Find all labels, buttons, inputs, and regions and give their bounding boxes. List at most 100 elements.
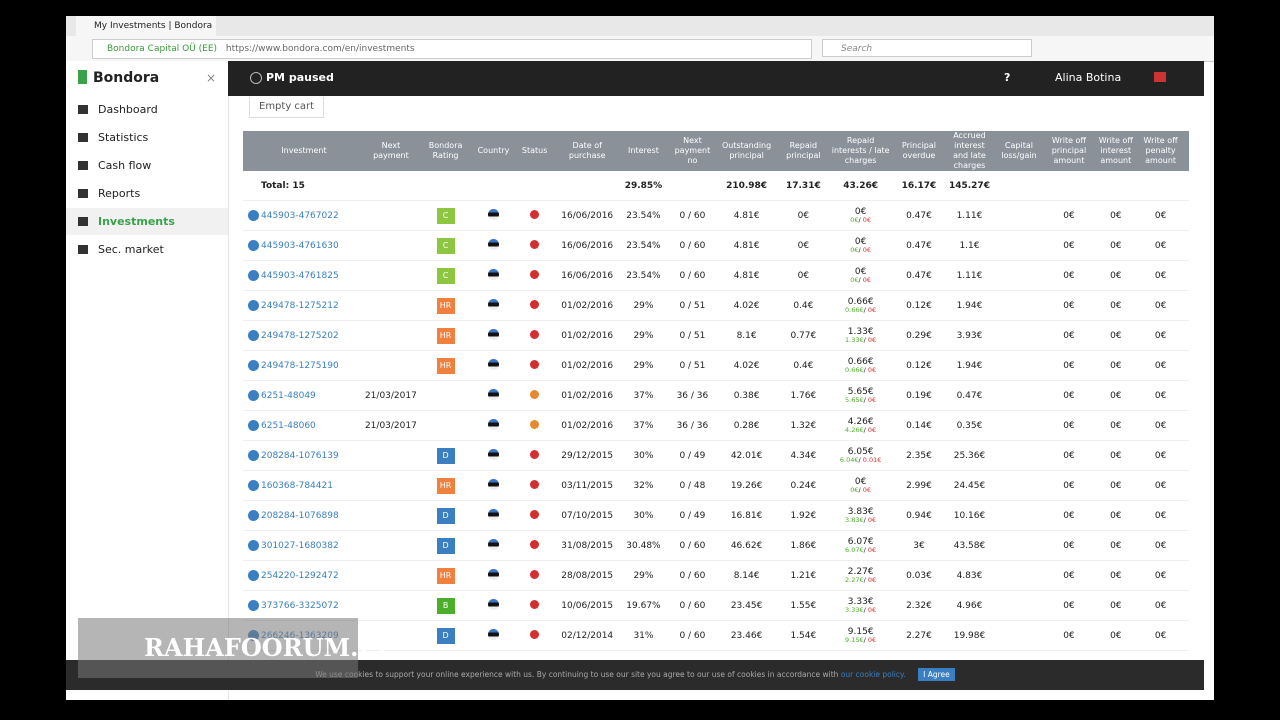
- column-header[interactable]: Discount: [1182, 131, 1189, 171]
- expand-icon[interactable]: [248, 390, 259, 401]
- pm-status[interactable]: PM paused: [266, 71, 334, 84]
- cell-value: 0 / 51: [679, 330, 706, 341]
- sub-values: 9.15€/ 0€: [829, 637, 891, 644]
- expand-icon[interactable]: [248, 570, 259, 581]
- nav-label: Reports: [98, 187, 141, 200]
- loan-link[interactable]: 254220-1292472: [261, 570, 339, 581]
- column-header[interactable]: Interest: [617, 131, 669, 171]
- overdue-cell: 3€: [891, 530, 947, 561]
- expand-icon[interactable]: [248, 330, 259, 341]
- column-header[interactable]: Next payment: [364, 131, 417, 171]
- cell-value: 0 / 51: [679, 360, 706, 371]
- agree-button[interactable]: I Agree: [918, 668, 955, 681]
- capital-cell: [992, 320, 1045, 351]
- loan-link[interactable]: 445903-4761825: [261, 270, 339, 281]
- investment-row: 249478-1275202 HR 01/02/2016 29% 0 / 51 8.1€ 0…: [243, 320, 1189, 351]
- user-menu[interactable]: Alina Botina: [1055, 71, 1122, 84]
- expand-icon[interactable]: [248, 420, 259, 431]
- url-box[interactable]: Bondora Capital OÜ (EE) https://www.bond…: [92, 39, 812, 59]
- repaid-principal-cell: 4.34€: [777, 440, 830, 471]
- help[interactable]: ?: [1004, 71, 1011, 84]
- sub-values: 0€/ 0€: [829, 247, 891, 254]
- column-header[interactable]: Status: [512, 131, 557, 171]
- nav-item[interactable]: Statistics: [66, 124, 228, 151]
- rating-badge: D: [436, 627, 455, 644]
- column-header[interactable]: Investment: [243, 131, 365, 171]
- column-header[interactable]: Repaid principal: [777, 131, 830, 171]
- cell-value: 0.66€: [847, 297, 874, 307]
- loan-link[interactable]: 6251-48060: [261, 420, 316, 431]
- logo[interactable]: Bondora: [78, 70, 159, 86]
- column-header[interactable]: Date of purchase: [556, 131, 618, 171]
- column-header[interactable]: Accrued interest and late charges: [946, 131, 993, 171]
- nav-item[interactable]: Sec. market: [66, 236, 228, 263]
- cell-value: 0.12€: [906, 300, 932, 311]
- browser-tab[interactable]: My Investments | Bondora: [76, 16, 216, 36]
- nav-item[interactable]: Dashboard: [66, 96, 228, 123]
- rating-badge: HR: [436, 357, 455, 374]
- expand-icon[interactable]: [248, 360, 259, 371]
- loan-link[interactable]: 249478-1275212: [261, 300, 339, 311]
- nav-item[interactable]: Investments: [66, 208, 228, 235]
- column-header[interactable]: Repaid interests / late charges: [829, 131, 892, 171]
- column-header[interactable]: Next payment no: [668, 131, 716, 171]
- column-header[interactable]: Country: [474, 131, 513, 171]
- cell-value: 1.94€: [956, 300, 983, 311]
- overdue-cell: 2.99€: [891, 470, 947, 501]
- cell-value: 0.03€: [906, 570, 932, 581]
- expand-icon[interactable]: [248, 510, 259, 521]
- loan-link[interactable]: 373766-3325072: [261, 600, 339, 611]
- loan-link[interactable]: 445903-4761630: [261, 240, 339, 251]
- cell-value: 0.47€: [956, 390, 983, 401]
- empty-cart-button[interactable]: Empty cart: [249, 97, 325, 118]
- search-box[interactable]: Search: [822, 39, 1032, 57]
- discount-cell: [1182, 200, 1189, 231]
- loan-link[interactable]: 249478-1275202: [261, 330, 339, 341]
- total-cell: [556, 171, 618, 201]
- column-header[interactable]: Write off interest amount: [1092, 131, 1139, 171]
- expand-icon[interactable]: [248, 270, 259, 281]
- loan-link[interactable]: 208284-1076898: [261, 510, 339, 521]
- cell-value: 2.27€: [906, 630, 932, 641]
- expand-icon[interactable]: [248, 450, 259, 461]
- column-header[interactable]: Principal overdue: [891, 131, 947, 171]
- loan-link[interactable]: 445903-4767022: [261, 210, 339, 221]
- wo-interest-cell: 0€: [1092, 470, 1139, 501]
- loan-link[interactable]: 301027-1680382: [261, 540, 339, 551]
- nav-icon: [78, 133, 88, 142]
- country-cell: [474, 410, 513, 441]
- flag: [487, 538, 499, 550]
- wo-interest-cell: 0€: [1092, 620, 1139, 651]
- expand-icon[interactable]: [248, 210, 259, 221]
- nav-item[interactable]: Reports: [66, 180, 228, 207]
- cookie-link[interactable]: our cookie policy.: [840, 670, 906, 679]
- loan-link[interactable]: 6251-48049: [261, 390, 316, 401]
- loan-link[interactable]: 208284-1076139: [261, 450, 339, 461]
- cell-value: 29%: [633, 360, 654, 371]
- wo-interest-cell: 0€: [1092, 260, 1139, 291]
- cell-value: 1.11€: [956, 270, 983, 281]
- expand-icon[interactable]: [248, 540, 259, 551]
- expand-icon[interactable]: [248, 480, 259, 491]
- next-no-cell: 0 / 51: [668, 350, 716, 381]
- loan-link[interactable]: 249478-1275190: [261, 360, 339, 371]
- cell-value: 0€: [1154, 210, 1167, 221]
- total-cell: 145.27€: [946, 171, 993, 201]
- expand-icon[interactable]: [248, 300, 259, 311]
- column-header[interactable]: Outstanding principal: [715, 131, 778, 171]
- close-sidebar[interactable]: ×: [206, 71, 217, 85]
- column-header[interactable]: Write off principal amount: [1044, 131, 1093, 171]
- expand-icon[interactable]: [248, 240, 259, 251]
- column-header[interactable]: Write off penalty amount: [1138, 131, 1183, 171]
- column-header[interactable]: Capital loss/gain: [992, 131, 1045, 171]
- rating-badge: C: [436, 267, 455, 284]
- rating-badge: D: [436, 537, 455, 554]
- nav-label: Dashboard: [98, 103, 158, 116]
- loan-link[interactable]: 160368-784421: [261, 480, 333, 491]
- cell-value: 3.83€: [847, 507, 874, 517]
- expand-icon[interactable]: [248, 600, 259, 611]
- cell-value: 29%: [633, 570, 654, 581]
- sub-separator: /: [863, 336, 868, 344]
- column-header[interactable]: Bondora Rating: [416, 131, 475, 171]
- nav-item[interactable]: Cash flow: [66, 152, 228, 179]
